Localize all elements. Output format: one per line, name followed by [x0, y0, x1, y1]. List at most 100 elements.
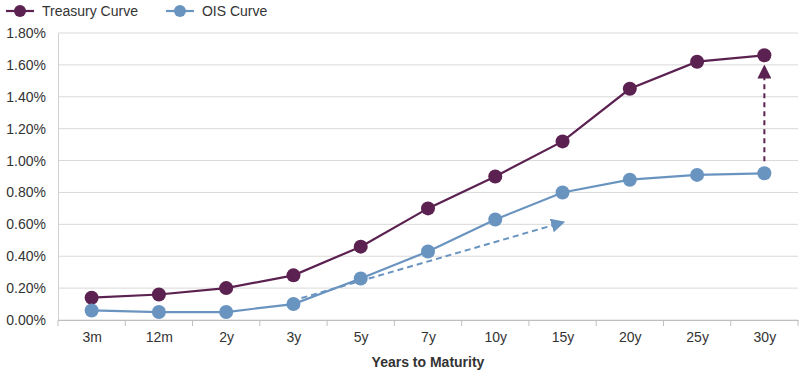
point [219, 281, 233, 295]
point [152, 287, 166, 301]
point [219, 305, 233, 319]
legend-marker [174, 5, 186, 17]
y-tick: 1.40% [6, 89, 58, 105]
plot-marks [85, 48, 772, 319]
point [488, 170, 502, 184]
x-tick: 30y [754, 320, 777, 345]
y-tick: 0.00% [6, 312, 58, 328]
point [286, 268, 300, 282]
y-tick-label: 0.40% [6, 248, 46, 264]
point [85, 291, 99, 305]
grid-line [58, 320, 798, 321]
x-tick-label: 20y [619, 329, 642, 345]
y-axis-line [58, 34, 59, 321]
x-separator [125, 320, 126, 326]
spread-arrow [763, 67, 765, 161]
legend-label: Treasury Curve [42, 3, 138, 19]
point [152, 305, 166, 319]
chart: 0.00% 0.20% 0.40% 0.60% 0.80% 1.00% 1.20% 1.40%… [0, 0, 800, 375]
y-tick: 1.00% [6, 153, 58, 169]
point [757, 166, 771, 180]
point [354, 240, 368, 254]
point [556, 134, 570, 148]
legend-item: Treasury Curve [6, 3, 138, 19]
y-tick-label: 1.00% [6, 153, 46, 169]
point [488, 213, 502, 227]
y-tick: 0.60% [6, 216, 58, 232]
x-tick: 12m [146, 320, 173, 345]
x-separator [461, 320, 462, 326]
x-separator [596, 320, 597, 326]
legend-label: OIS Curve [202, 3, 268, 19]
y-tick: 0.40% [6, 248, 58, 264]
y-tick-label: 0.00% [6, 312, 46, 328]
y-tick-label: 0.60% [6, 216, 46, 232]
grid-line [58, 33, 798, 34]
x-tick-label: 15y [552, 329, 575, 345]
x-tick: 20y [619, 320, 642, 345]
x-separator [192, 320, 193, 326]
y-tick-label: 1.40% [6, 89, 46, 105]
x-tick-label: 3m [82, 329, 101, 345]
x-separator [528, 320, 529, 326]
point [421, 244, 435, 258]
x-tick-label: 30y [754, 329, 777, 345]
point [556, 185, 570, 199]
point [623, 82, 637, 96]
x-tick-label: 5y [354, 329, 369, 345]
x-tick-label: 25y [686, 329, 709, 345]
point [690, 55, 704, 69]
grid-line [58, 224, 798, 225]
point [85, 303, 99, 317]
x-tick-label: 3y [287, 329, 302, 345]
annotations [301, 67, 764, 298]
legend-marker [14, 5, 26, 17]
x-tick-label: 10y [484, 329, 507, 345]
y-tick: 1.80% [6, 25, 58, 41]
y-tick: 1.20% [6, 121, 58, 137]
y-tick: 0.80% [6, 184, 58, 200]
x-axis-line [59, 320, 799, 321]
y-tick: 0.20% [6, 280, 58, 296]
grid-line [58, 160, 798, 161]
point [286, 297, 300, 311]
x-tick: 25y [686, 320, 709, 345]
grid-line [58, 288, 798, 289]
x-tick: 5y [354, 320, 369, 345]
x-tick: 15y [552, 320, 575, 345]
x-separator [798, 320, 799, 326]
x-axis-title: Years to Maturity [372, 354, 485, 370]
point [623, 173, 637, 187]
x-separator [327, 320, 328, 326]
x-separator [394, 320, 395, 326]
y-axis: 0.00% 0.20% 0.40% 0.60% 0.80% 1.00% 1.20% 1.40%… [6, 25, 58, 328]
x-tick: 10y [484, 320, 507, 345]
y-tick-label: 1.20% [6, 121, 46, 137]
x-separator [58, 320, 59, 326]
grid-line [58, 128, 798, 129]
point [421, 201, 435, 215]
y-tick-label: 1.60% [6, 57, 46, 73]
x-tick: 3y [287, 320, 302, 345]
x-tick: 3m [82, 320, 101, 345]
y-tick-label: 0.80% [6, 184, 46, 200]
y-tick-label: 0.20% [6, 280, 46, 296]
x-tick-label: 7y [421, 329, 436, 345]
series-line [92, 173, 765, 312]
x-separator [730, 320, 731, 326]
x-tick-label: 12m [146, 329, 173, 345]
legend: Treasury Curve OIS Curve [6, 3, 268, 19]
y-tick: 1.60% [6, 57, 58, 73]
x-tick: 7y [421, 320, 436, 345]
legend-item: OIS Curve [166, 3, 268, 19]
x-axis: 3m 12m 2y 3y 5y 7y 10y 15y 20y 25y 30y [59, 320, 799, 345]
grid-line [58, 96, 798, 97]
trend-arrow [301, 222, 562, 298]
grid [58, 33, 798, 320]
x-tick-label: 2y [219, 329, 234, 345]
point [354, 272, 368, 286]
point [690, 168, 704, 182]
x-separator [259, 320, 260, 326]
x-tick: 2y [219, 320, 234, 345]
y-tick-label: 1.80% [6, 25, 46, 41]
